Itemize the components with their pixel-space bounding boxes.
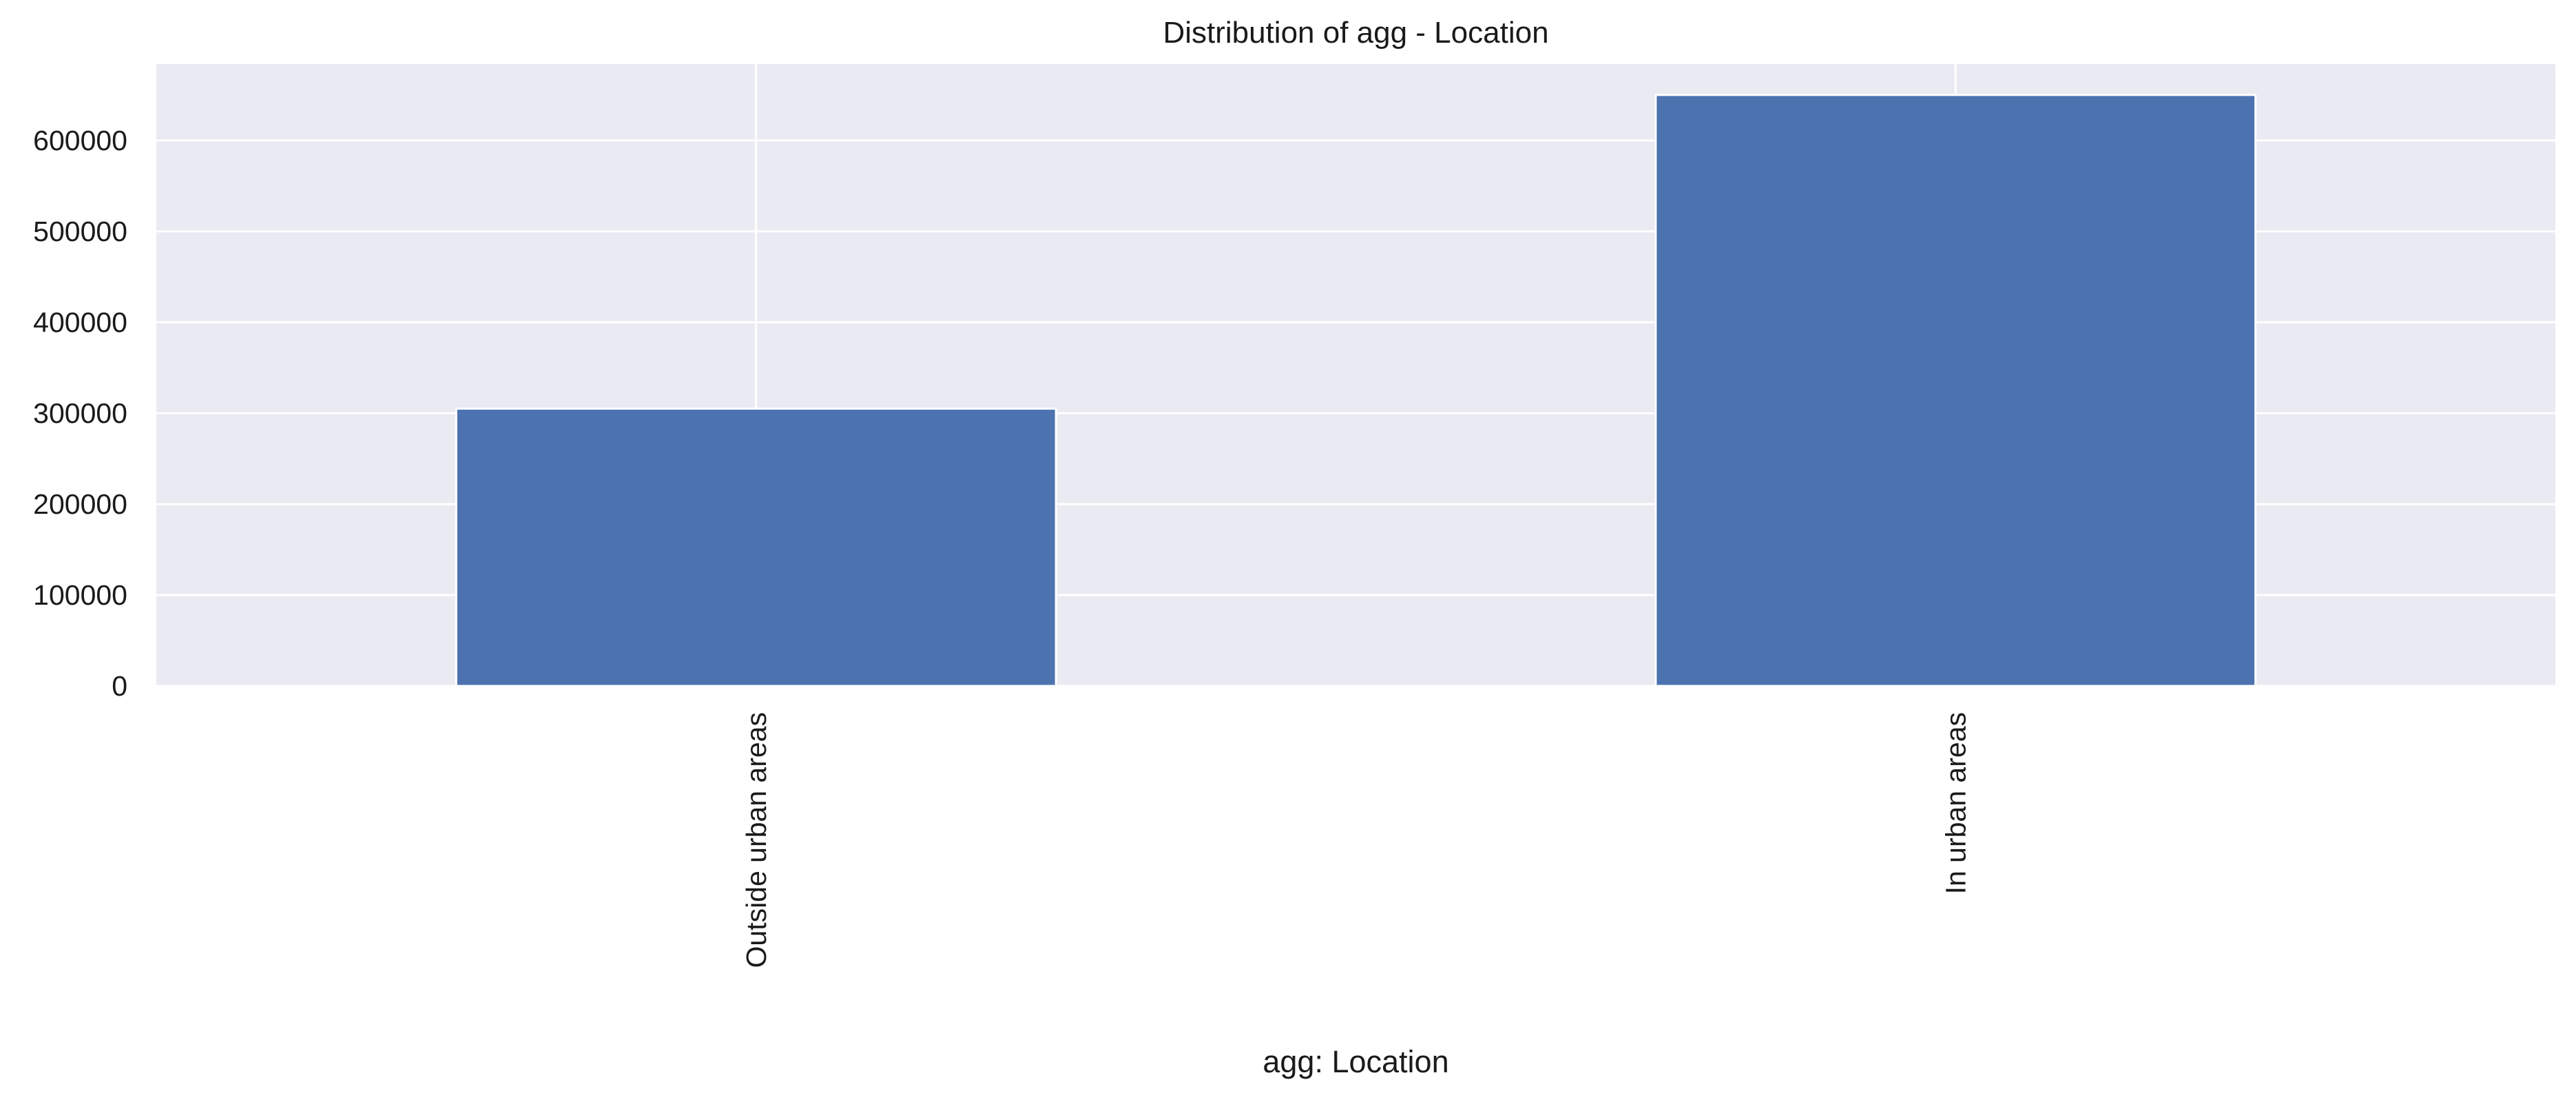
bars bbox=[455, 94, 2257, 687]
x-axis-ticks: Outside urban areas In urban areas bbox=[740, 712, 1972, 968]
bar bbox=[1654, 94, 2257, 687]
x-axis-label: agg: Location bbox=[1263, 1044, 1448, 1079]
y-tick-label: 300000 bbox=[33, 397, 127, 429]
y-tick-label: 0 bbox=[112, 670, 127, 702]
y-tick-label: 100000 bbox=[33, 579, 127, 611]
bar bbox=[455, 407, 1057, 687]
y-axis-ticks: 0 100000 200000 300000 400000 500000 600000 bbox=[33, 125, 127, 702]
y-tick-label: 600000 bbox=[33, 125, 127, 156]
y-tick-label: 500000 bbox=[33, 216, 127, 247]
y-tick-label: 200000 bbox=[33, 488, 127, 520]
y-tick-label: 400000 bbox=[33, 306, 127, 338]
chart-title: Distribution of agg - Location bbox=[1163, 16, 1548, 50]
x-tick-label: In urban areas bbox=[1940, 712, 1971, 894]
x-tick-label: Outside urban areas bbox=[740, 712, 772, 968]
